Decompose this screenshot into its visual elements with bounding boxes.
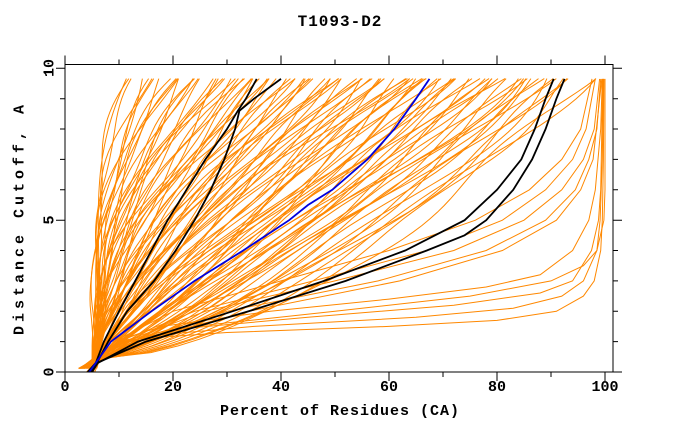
model-curve <box>80 78 411 369</box>
y-tick-label: 10 <box>41 59 59 78</box>
model-curve <box>82 78 525 369</box>
model-curve <box>94 78 506 369</box>
model-curve <box>85 78 194 369</box>
model-curve <box>84 78 363 369</box>
model-curve <box>93 78 342 369</box>
model-curve <box>91 78 423 369</box>
best-model-1 <box>86 78 605 373</box>
black-model-4 <box>91 78 555 373</box>
model-curve <box>84 78 277 369</box>
model-curve <box>81 78 548 369</box>
ensemble-model-curves <box>78 78 597 369</box>
model-curve <box>78 78 236 369</box>
x-tick-label: 100 <box>591 379 619 396</box>
x-tick-label: 80 <box>487 379 506 396</box>
model-curve <box>94 78 493 369</box>
best-model-2 <box>88 78 604 373</box>
model-curve <box>90 78 545 369</box>
highlight-model-curves <box>87 78 566 373</box>
model-curve <box>80 78 395 369</box>
black-model-1 <box>87 78 258 373</box>
y-tick-label: 5 <box>41 215 59 225</box>
x-tick-label: 20 <box>163 379 182 396</box>
model-curve <box>86 78 456 369</box>
model-curve <box>90 78 171 369</box>
model-curve <box>95 78 385 369</box>
model-curve <box>84 78 507 369</box>
chart-title: T1093-D2 <box>297 13 383 31</box>
black-model-3 <box>88 78 566 373</box>
model-curve <box>79 78 597 369</box>
x-tick-label: 60 <box>379 379 398 396</box>
plot-frame <box>64 64 614 373</box>
axis-ticks <box>56 55 622 381</box>
x-tick-label: 40 <box>271 379 290 396</box>
x-axis-label: Percent of Residues (CA) <box>219 403 461 420</box>
model-curve <box>80 78 470 369</box>
good-model-1 <box>86 78 602 373</box>
model-curve <box>92 78 410 369</box>
black-model-2 <box>90 78 282 373</box>
model-curve <box>78 78 380 369</box>
model-curve <box>87 78 342 369</box>
model-curve <box>94 78 244 369</box>
model-curve <box>83 78 225 369</box>
model-curve <box>80 78 245 369</box>
model-curve <box>91 78 363 369</box>
good-model-5 <box>86 78 593 373</box>
good-model-2 <box>91 78 601 373</box>
model-curve <box>94 78 557 369</box>
model-curve <box>91 78 457 369</box>
model-curve <box>82 78 493 369</box>
model-curve <box>92 78 340 369</box>
model-curve <box>87 78 253 369</box>
model-curve <box>92 78 568 369</box>
x-tick-label: 0 <box>60 379 70 396</box>
model-curve <box>83 78 214 369</box>
model-curve <box>83 78 564 369</box>
y-tick-label: 0 <box>41 367 59 377</box>
model-curve <box>89 78 195 369</box>
model-curve <box>84 78 407 369</box>
reference-model-blue <box>88 78 431 373</box>
model-curve <box>81 78 331 369</box>
model-curve <box>90 78 499 369</box>
